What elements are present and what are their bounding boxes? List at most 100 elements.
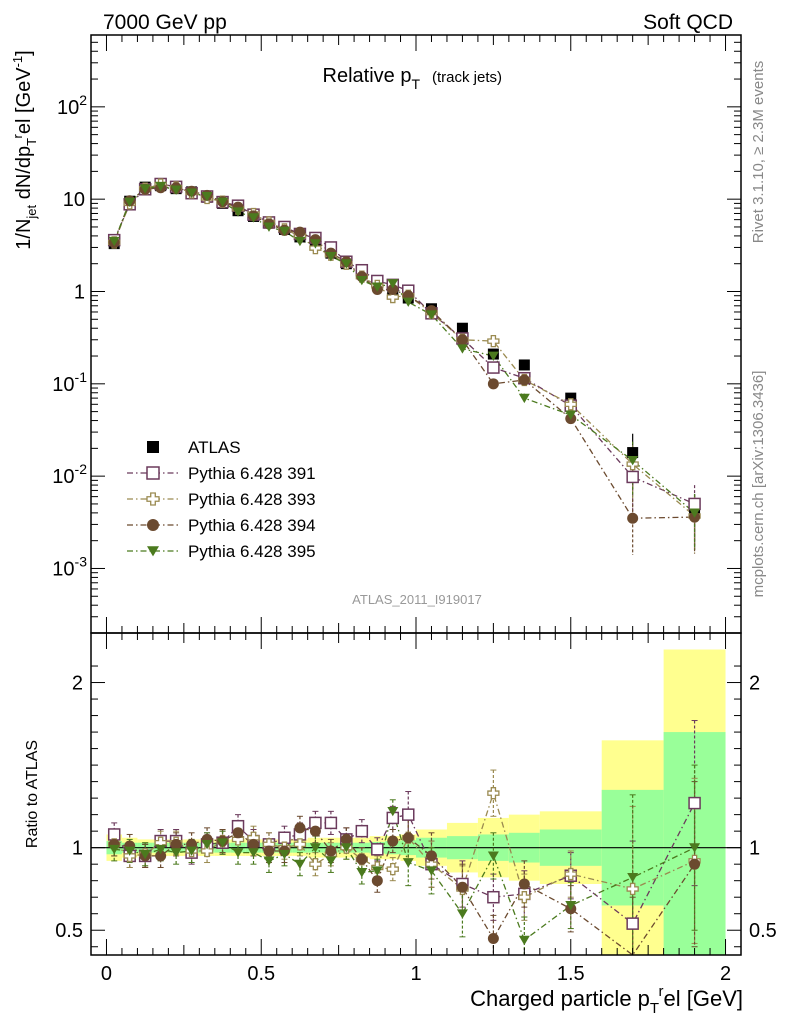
main-x-ticks <box>105 35 727 633</box>
analysis-label: ATLAS_2011_I919017 <box>352 592 482 607</box>
ratio-pythia-6-428-391-point <box>371 843 384 856</box>
ratio-pythia-6-428-395-point <box>689 843 701 853</box>
ratio-pythia-6-428-395-point <box>217 838 229 848</box>
main-data-points <box>107 177 701 524</box>
ratio-pythia-6-428-394-point <box>170 838 182 850</box>
ratio-pythia-6-428-395-point <box>278 849 290 860</box>
y-tick-label: 1 <box>74 281 85 303</box>
ratio-pythia-6-428-394-point <box>232 827 244 839</box>
mcplots-source-label: mcplots.cern.ch [arXiv:1306.3436] <box>750 371 767 598</box>
ratio-pythia-6-428-395-point <box>186 846 198 856</box>
ratio-pythia-6-428-394-point <box>387 835 399 847</box>
ratio-pythia-6-428-395-point <box>201 839 213 850</box>
x-tick-label: 1.5 <box>557 963 585 985</box>
ratio-pythia-6-428-395-point <box>139 849 151 860</box>
pythia-6-428-395-point <box>217 197 229 208</box>
ratio-pythia-6-428-391-point <box>487 890 500 904</box>
ratio-pythia-6-428-394-point <box>294 822 306 834</box>
ratio-pythia-6-428-395-point <box>232 848 244 858</box>
pythia-6-428-395-point <box>689 508 701 518</box>
legend-pythia-6-428-393-marker <box>146 492 160 506</box>
pythia-6-428-395-point <box>487 351 499 361</box>
y-tick-label: 102 <box>57 92 87 119</box>
ratio-pythia-6-428-393-point <box>386 862 399 876</box>
legend-pythia-6-428-391-label: Pythia 6.428 391 <box>188 464 316 483</box>
rivet-version-label: Rivet 3.1.10, ≥ 2.3M events <box>750 61 767 244</box>
pythia-6-428-395-point <box>201 192 213 202</box>
legend-pythia-6-428-394-marker <box>147 519 159 531</box>
pythia-6-428-395-point <box>232 207 244 217</box>
ratio-pythia-6-428-394-point <box>456 881 468 893</box>
x-axis-label: Charged particle pTrel [GeV] <box>470 983 743 1017</box>
pythia-6-428-395-point <box>627 456 639 466</box>
pythia-6-428-394-point <box>487 378 499 390</box>
pythia-6-428-395-point <box>425 310 437 320</box>
ratio-pythia-6-428-395-point <box>340 843 352 853</box>
pythia-6-428-395-point <box>402 297 414 307</box>
ratio-pythia-6-428-395-point <box>263 856 275 866</box>
pythia-6-428-395-point <box>263 222 275 232</box>
ratio-pythia-6-428-395-point <box>518 935 530 946</box>
ratio-pythia-6-428-394-point <box>402 832 414 844</box>
ratio-pythia-6-428-395-point <box>325 856 337 866</box>
atlas-point <box>456 322 468 334</box>
ratio-pythia-6-428-391-point <box>355 824 369 838</box>
plot-title-extra: (track jets) <box>432 69 502 86</box>
ratio-pythia-6-428-394-point <box>263 845 275 857</box>
ratio-pythia-6-428-394-point <box>371 875 383 887</box>
ratio-pythia-6-428-393-point <box>487 787 500 800</box>
ratio-pythia-6-428-391-point <box>626 917 639 930</box>
ratio-pythia-6-428-394-point <box>356 853 368 865</box>
legend: ATLAS Pythia 6.428 391 Pythia 6.428 393 Pyt… <box>127 438 316 561</box>
pythia-6-428-395-point <box>170 185 182 195</box>
pythia-6-428-393-point <box>564 398 577 411</box>
ratio-x-axis: 0 0.5 1 1.5 2 <box>101 633 731 985</box>
main-y-axis-label: 1/Njet dN/dpTrel [GeV-1] <box>10 50 39 249</box>
ratio-y-tick-label-right: 1 <box>749 838 760 860</box>
ratio-pythia-6-428-394-point <box>340 833 352 845</box>
pythia-6-428-391-point <box>688 497 701 511</box>
pythia-6-428-394-point <box>518 374 530 386</box>
pythia-6-428-395-point <box>139 184 151 194</box>
pythia-6-428-394-point <box>294 226 306 238</box>
pythia-6-428-391-point <box>626 470 639 484</box>
legend-atlas-label: ATLAS <box>188 438 241 457</box>
ratio-pythia-6-428-393-point <box>309 858 322 871</box>
pythia-6-428-393-point <box>487 334 500 348</box>
pythia-6-428-395-point <box>309 239 321 249</box>
ratio-pythia-6-428-395-point <box>309 843 321 853</box>
y-tick-label: 10-1 <box>52 369 87 396</box>
ratio-pythia-6-428-394-point <box>487 932 499 944</box>
ratio-pythia-6-428-391-point <box>324 816 338 830</box>
y-tick-label: 10 <box>63 189 85 211</box>
y-tick-label: 10-3 <box>52 553 87 580</box>
ratio-pythia-6-428-393-point <box>293 838 307 851</box>
atlas-point <box>518 359 530 371</box>
legend-pythia-6-428-395-marker <box>147 546 159 557</box>
ratio-pythia-6-428-395-point <box>425 866 437 876</box>
ratio-pythia-6-428-395-point <box>371 866 383 876</box>
ratio-y-axis-label: Ratio to ATLAS <box>24 740 41 848</box>
ratio-pythia-6-428-395-point <box>627 872 639 883</box>
ratio-pythia-6-428-394-point <box>325 845 337 857</box>
pythia-6-428-395-point <box>325 251 337 262</box>
ratio-y-axis: 0.5 0.5 1 1 2 2 <box>55 665 777 948</box>
ratio-pythia-6-428-395-point <box>248 848 259 858</box>
ratio-pythia-6-428-395-point <box>356 868 368 878</box>
atlas-point <box>627 447 639 459</box>
ratio-pythia-6-428-394-point <box>309 825 321 837</box>
pythia-6-428-393-point <box>386 290 399 304</box>
pythia-6-428-395-point <box>565 410 577 420</box>
ratio-pythia-6-428-393-point <box>518 891 531 904</box>
header-left-label: 7000 GeV pp <box>103 11 227 34</box>
pythia-6-428-394-point <box>456 334 468 346</box>
pythia-6-428-395-point <box>108 236 120 247</box>
x-tick-label: 0 <box>101 963 112 985</box>
ratio-pythia-6-428-395-point <box>402 858 414 868</box>
pythia-6-428-395-point <box>186 188 198 198</box>
ratio-pythia-6-428-393-point <box>200 844 214 858</box>
ratio-pythia-6-428-395-point <box>565 901 577 911</box>
header-right-label: Soft QCD <box>643 11 733 34</box>
pythia-6-428-395-point <box>248 213 259 223</box>
